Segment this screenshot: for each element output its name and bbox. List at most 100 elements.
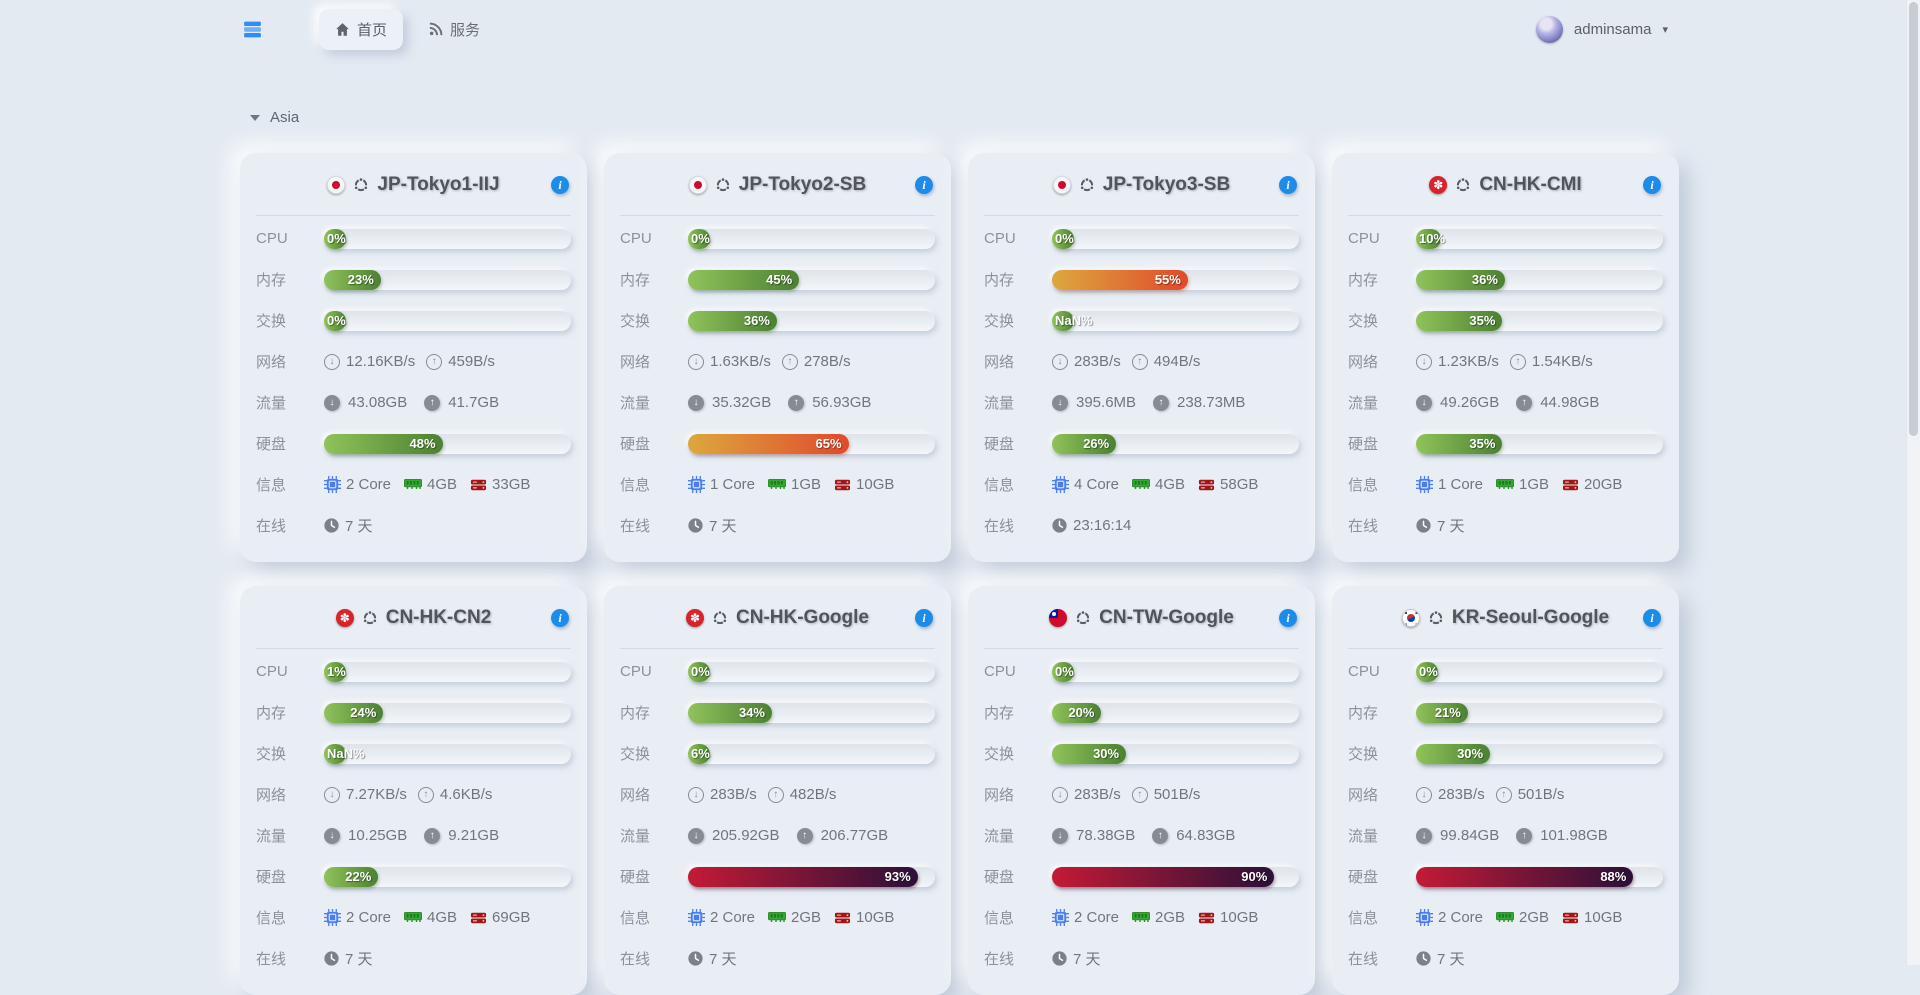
group-label: Asia [270,109,300,126]
traffic-down-icon [1416,394,1432,411]
upload-speed-icon [1131,353,1148,370]
download-speed-value: 1.63KB/s [710,353,771,370]
scrollbar-track[interactable] [1906,0,1920,965]
info-button[interactable] [1279,609,1297,627]
cpu-bar: 0% [1416,661,1663,682]
info-button[interactable] [551,176,569,194]
row-label-disk: 硬盘 [620,436,651,453]
disk-bar: 93% [688,866,935,887]
avatar [1535,15,1563,43]
row-label-traffic: 流量 [256,828,287,845]
info-button[interactable] [915,176,933,194]
uptime: 7 天 [688,515,737,536]
row-label-traffic: 流量 [620,395,651,412]
upload-speed-icon [1495,786,1512,803]
download-speed-icon [688,353,704,370]
row-label-online: 在线 [256,951,287,968]
ram-icon [768,912,787,923]
tab-home[interactable]: 首页 [319,8,404,50]
swap-percent: NaN% [327,746,365,761]
row-label-swap: 交换 [984,746,1015,763]
info-disk-value: 10GB [1220,909,1259,926]
cpu-chip-icon [688,909,705,926]
card-header: CN-TW-Google [984,600,1299,636]
hardware-info: 2 Core 4GB [324,476,530,493]
server-name: CN-HK-CN2 [385,607,492,628]
download-speed-value: 283B/s [1438,786,1485,803]
swap-percent: 30% [1093,746,1120,761]
traffic-down-icon [324,394,340,411]
info-button[interactable] [1643,609,1661,627]
country-flag-icon [688,176,707,194]
uptime: 7 天 [324,948,373,969]
row-label-disk: 硬盘 [1348,869,1379,886]
server-stack-icon[interactable] [242,19,263,40]
info-ram-value: 4GB [427,909,458,926]
swap-percent: NaN% [1055,313,1093,328]
info-button[interactable] [1279,176,1297,194]
info-ram-value: 2GB [1155,909,1186,926]
row-label-disk: 硬盘 [984,436,1015,453]
scrollbar-thumb[interactable] [1909,2,1918,436]
memory-percent: 45% [766,272,793,287]
cpu-chip-icon [1416,476,1433,493]
memory-bar: 45% [688,269,935,290]
info-ram-value: 4GB [427,476,458,493]
traffic-down-icon [324,827,340,844]
download-speed-value: 12.16KB/s [346,353,416,370]
traffic-up-value: 9.21GB [448,827,500,844]
swap-percent: 6% [691,746,710,761]
row-label-traffic: 流量 [984,395,1015,412]
row-label-traffic: 流量 [1348,828,1379,845]
row-label-cpu: CPU [620,663,652,680]
tab-services[interactable]: 服务 [413,9,496,50]
server-name: CN-TW-Google [1099,607,1234,628]
traffic-down-icon [688,394,704,411]
card-header: CN-HK-CN2 [256,600,571,636]
row-label-traffic: 流量 [620,828,651,845]
memory-percent: 55% [1154,272,1181,287]
info-button[interactable] [1643,176,1661,194]
disk-icon [834,479,851,491]
ram-icon [768,479,787,490]
card-header: JP-Tokyo3-SB [984,167,1299,203]
traffic-totals: 205.92GB 206.77GB [688,827,888,844]
divider [984,648,1299,649]
group-toggle-asia[interactable]: Asia [240,108,1680,127]
info-button[interactable] [551,609,569,627]
cpu-bar: 0% [1052,661,1299,682]
row-label-network: 网络 [620,787,651,804]
info-button[interactable] [915,609,933,627]
upload-speed-value: 1.54KB/s [1531,353,1593,370]
row-label-disk: 硬盘 [256,436,287,453]
swap-bar: 6% [688,743,935,764]
cpu-bar: 10% [1416,228,1663,249]
info-cores-value: 2 Core [1074,909,1120,926]
row-label-info: 信息 [984,910,1015,927]
row-label-disk: 硬盘 [620,869,651,886]
row-label-cpu: CPU [620,230,652,247]
row-label-disk: 硬盘 [1348,436,1379,453]
row-label-swap: 交换 [620,313,651,330]
traffic-up-icon [1153,394,1170,411]
row-label-cpu: CPU [1348,230,1380,247]
ram-icon [1496,479,1515,490]
network-speeds: 12.16KB/s 459B/s [324,353,495,370]
disk-percent: 93% [884,869,911,884]
hardware-info: 2 Core 2GB [1416,909,1622,926]
cpu-percent: 0% [1419,664,1438,679]
divider [256,648,571,649]
memory-bar: 20% [1052,702,1299,723]
memory-bar: 55% [1052,269,1299,290]
info-ram-value: 2GB [791,909,822,926]
server-name: CN-HK-CMI [1479,174,1582,195]
chevron-down-icon [1662,23,1668,36]
network-speeds: 283B/s 501B/s [1416,786,1564,803]
row-label-network: 网络 [256,354,287,371]
swap-bar: 30% [1052,743,1299,764]
user-menu[interactable]: adminsama [1535,15,1668,43]
swap-percent: 0% [327,313,346,328]
traffic-down-value: 35.32GB [712,394,772,411]
divider [984,215,1299,216]
server-card: CN-HK-Google CPU 0% 内存 34% 交换 6% 网络 [604,586,951,995]
